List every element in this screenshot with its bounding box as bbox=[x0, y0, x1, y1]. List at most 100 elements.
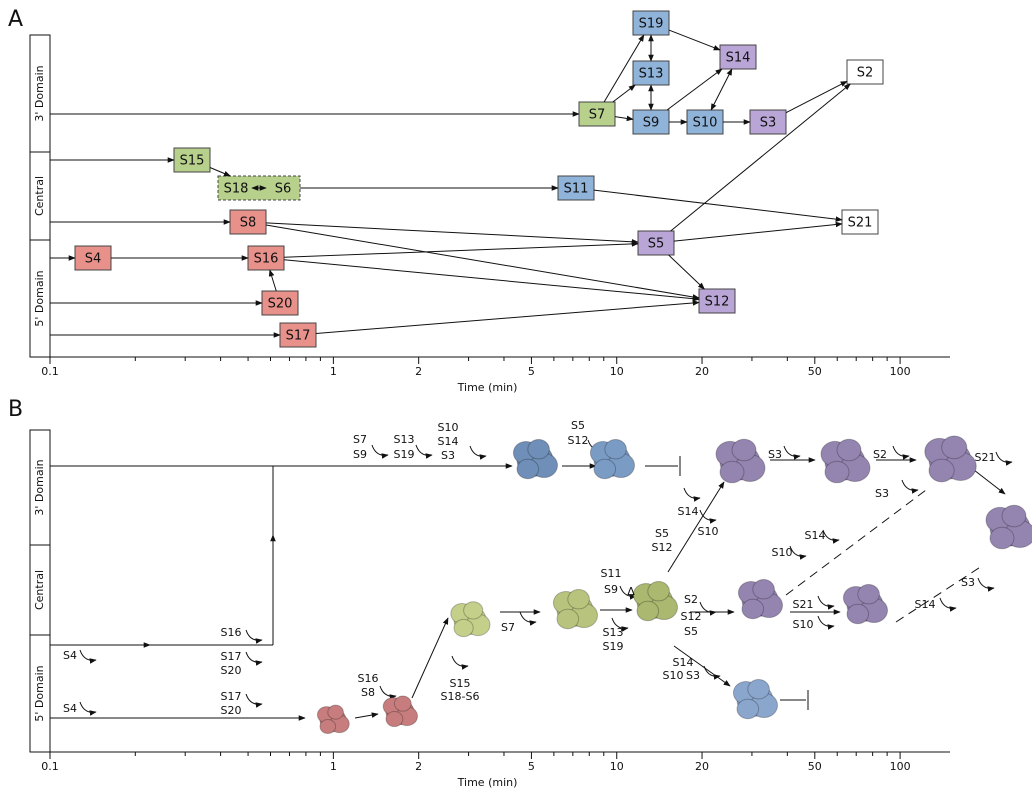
x-tick-label: 100 bbox=[890, 760, 911, 773]
structure-label: S14 bbox=[678, 505, 699, 518]
curved-arrow bbox=[80, 702, 96, 712]
curved-arrow bbox=[80, 650, 96, 660]
structure-lobe bbox=[648, 581, 670, 600]
edge bbox=[613, 85, 635, 102]
structure-label: S2 bbox=[684, 593, 698, 606]
structure-label: S20 bbox=[221, 704, 242, 717]
edge bbox=[266, 225, 699, 298]
structure-label: S13 bbox=[394, 433, 415, 446]
structure-label: S7 bbox=[353, 433, 367, 446]
curved-arrow bbox=[704, 666, 720, 676]
node-label: S15 bbox=[180, 154, 205, 169]
node-label: S7 bbox=[589, 108, 606, 123]
x-tick-label: 1 bbox=[330, 760, 337, 773]
domain-label: 5' Domain bbox=[33, 665, 46, 721]
structure bbox=[317, 705, 349, 733]
figure: A B 0.1125102050100Time (min)3' DomainCe… bbox=[0, 0, 1032, 798]
structure-label: S19 bbox=[394, 448, 415, 461]
edge bbox=[316, 302, 699, 333]
edge bbox=[284, 244, 638, 258]
x-tick-label: 100 bbox=[890, 365, 911, 378]
node-label: S19 bbox=[639, 17, 664, 32]
node-label: S4 bbox=[85, 252, 102, 267]
structure-lobe bbox=[594, 459, 616, 478]
x-tick-label: 0.1 bbox=[41, 760, 59, 773]
curved-arrow bbox=[818, 596, 834, 606]
structure-lobe bbox=[454, 619, 473, 636]
domain-label: Central bbox=[33, 176, 46, 216]
structure bbox=[843, 584, 887, 623]
structure-label: S12 bbox=[652, 541, 673, 554]
edge bbox=[674, 224, 842, 241]
structure-lobe bbox=[858, 584, 880, 603]
structure-lobe bbox=[328, 705, 344, 719]
structure-lobe bbox=[753, 579, 775, 598]
structure-lobe bbox=[568, 589, 590, 608]
curved-arrow bbox=[818, 616, 834, 626]
node-label: S11 bbox=[564, 182, 589, 197]
structure bbox=[925, 436, 976, 482]
structure-label: Δ bbox=[627, 585, 635, 598]
structure-label: S21 bbox=[975, 451, 996, 464]
x-tick-label: 20 bbox=[695, 365, 709, 378]
node-label: S3 bbox=[760, 116, 777, 131]
node-label: S10 bbox=[693, 116, 718, 131]
x-tick-label: 2 bbox=[415, 760, 422, 773]
edge bbox=[594, 190, 842, 220]
structure-label: S3 bbox=[768, 448, 782, 461]
structure-label: S5 bbox=[684, 625, 698, 638]
structure-lobe bbox=[637, 601, 659, 620]
curved-arrow bbox=[246, 652, 262, 662]
node-label: S6 bbox=[275, 182, 292, 197]
x-tick-label: 50 bbox=[808, 365, 822, 378]
structure bbox=[513, 439, 557, 478]
structure bbox=[986, 505, 1032, 549]
curved-arrow bbox=[893, 446, 909, 456]
node-label: S20 bbox=[268, 297, 293, 312]
edge bbox=[671, 84, 851, 231]
structure-label: S17 bbox=[221, 650, 242, 663]
structure-label: S10 bbox=[663, 669, 684, 682]
x-tick-label: 20 bbox=[695, 760, 709, 773]
x-tick-label: 1 bbox=[330, 365, 337, 378]
node-label: S2 bbox=[857, 66, 874, 81]
x-tick-label: 0.1 bbox=[41, 365, 59, 378]
structure bbox=[383, 696, 417, 727]
node-label: S5 bbox=[648, 237, 665, 252]
edge bbox=[615, 117, 633, 120]
structure bbox=[738, 579, 782, 618]
domain-label: 5' Domain bbox=[33, 270, 46, 326]
node-label: S16 bbox=[254, 252, 279, 267]
structure-lobe bbox=[742, 599, 764, 618]
structure-label: S4 bbox=[63, 702, 77, 715]
structure-label: S10 bbox=[793, 618, 814, 631]
curved-arrow bbox=[684, 488, 700, 498]
x-tick-label: 50 bbox=[808, 760, 822, 773]
node-label: S18 bbox=[224, 182, 249, 197]
structure-label: S15 bbox=[450, 677, 471, 690]
domain-label: 3' Domain bbox=[33, 459, 46, 515]
structure-label: S3 bbox=[961, 576, 975, 589]
structure-label: S12 bbox=[681, 610, 702, 623]
structure bbox=[716, 439, 765, 483]
structure-lobe bbox=[1002, 505, 1026, 527]
edge bbox=[896, 566, 982, 622]
edge bbox=[270, 270, 277, 291]
curved-arrow bbox=[902, 480, 918, 490]
domain-label: Central bbox=[33, 570, 46, 610]
structure-label: S14 bbox=[915, 598, 936, 611]
node-label: S8 bbox=[240, 216, 257, 231]
structure-lobe bbox=[464, 602, 483, 619]
x-tick-label: 10 bbox=[610, 760, 624, 773]
structure-label: S12 bbox=[568, 434, 589, 447]
curved-arrow bbox=[940, 598, 956, 608]
structure-lobe bbox=[557, 609, 579, 628]
curved-arrow bbox=[416, 445, 432, 455]
structure-label: S10 bbox=[698, 525, 719, 538]
curved-arrow bbox=[700, 510, 716, 520]
curved-arrow bbox=[470, 446, 486, 456]
structure-lobe bbox=[847, 604, 869, 623]
structure-lobe bbox=[990, 527, 1014, 549]
structure-label: S21 bbox=[793, 598, 814, 611]
edge bbox=[974, 470, 1005, 494]
